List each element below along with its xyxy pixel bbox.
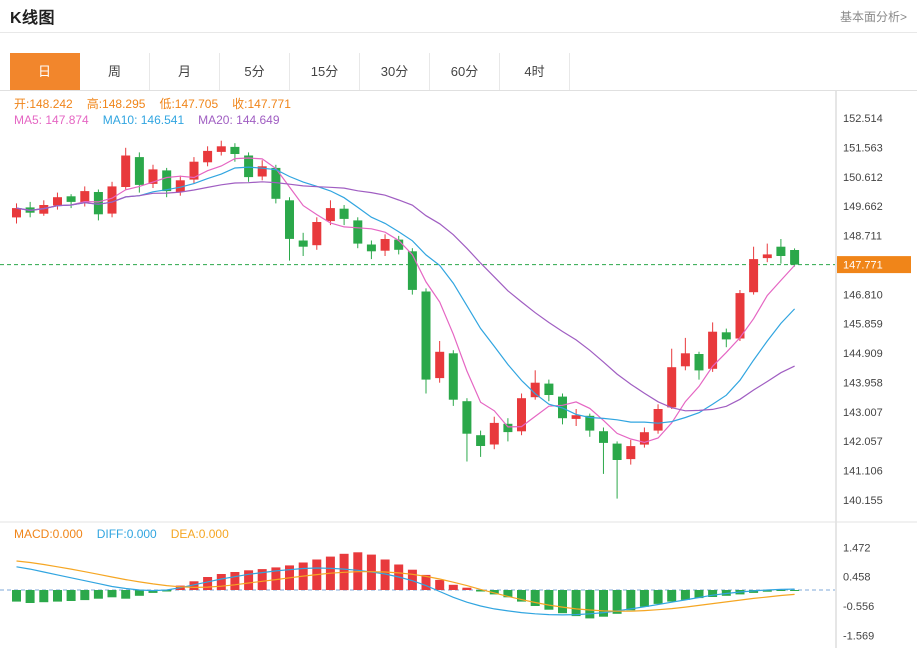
tab-month[interactable]: 月 — [150, 53, 220, 90]
svg-text:147.771: 147.771 — [843, 260, 883, 272]
tab-m5[interactable]: 5分 — [220, 53, 290, 90]
readout-item: DEA:0.000 — [170, 527, 229, 541]
readout-item: MACD:0.000 — [14, 527, 83, 541]
tab-m30[interactable]: 30分 — [360, 53, 430, 90]
svg-text:149.662: 149.662 — [843, 201, 883, 213]
ma10-line — [16, 166, 796, 424]
price-axis-labels: 152.514 151.563 150.612 149.662 148.711 146.8… — [843, 113, 883, 507]
fundamental-analysis-link[interactable]: 基本面分析> — [839, 9, 907, 24]
readout-item: DIFF:0.000 — [96, 527, 157, 541]
ma5-line — [16, 157, 796, 444]
svg-text:-1.569: -1.569 — [843, 631, 874, 643]
svg-text:148.711: 148.711 — [843, 231, 882, 243]
tab-m60[interactable]: 60分 — [430, 53, 500, 90]
svg-text:1.472: 1.472 — [843, 542, 871, 554]
header: K线图 基本面分析> — [0, 0, 917, 33]
svg-text:145.859: 145.859 — [843, 319, 883, 331]
tab-week[interactable]: 周 — [80, 53, 150, 90]
svg-text:143.007: 143.007 — [843, 407, 883, 419]
svg-text:152.514: 152.514 — [843, 113, 883, 125]
macd-axis-labels: 1.472 0.458 -0.556 -1.569 — [843, 542, 874, 642]
macd-histogram — [12, 552, 800, 619]
macd-readout: MACD:0.000 DIFF:0.000 DEA:0.000 — [14, 527, 243, 541]
tab-m15[interactable]: 15分 — [290, 53, 360, 90]
svg-text:140.155: 140.155 — [843, 495, 883, 507]
svg-text:143.958: 143.958 — [843, 378, 883, 390]
current-price-tag: 147.771 — [837, 256, 911, 274]
readout-item: 收:147.771 — [232, 97, 291, 111]
svg-text:146.810: 146.810 — [843, 289, 883, 301]
svg-text:142.057: 142.057 — [843, 436, 883, 448]
ma-readout: MA5: 147.874 MA10: 146.541 MA20: 144.649 — [14, 113, 294, 127]
readout-item: MA10: 146.541 — [102, 113, 185, 127]
readout-item: 高:148.295 — [86, 97, 146, 111]
svg-text:144.909: 144.909 — [843, 348, 883, 360]
page-title: K线图 — [10, 10, 56, 27]
dea-line — [16, 560, 795, 612]
tab-h4[interactable]: 4时 — [500, 53, 570, 90]
readout-item: 开:148.242 — [14, 97, 73, 111]
svg-text:-0.556: -0.556 — [843, 601, 874, 613]
readout-item: MA5: 147.874 — [14, 113, 89, 127]
readout-item: 低:147.705 — [159, 97, 219, 111]
ma20-line — [16, 181, 795, 412]
candles — [12, 140, 800, 499]
svg-text:150.612: 150.612 — [843, 172, 883, 184]
diff-line — [16, 566, 795, 616]
tab-day[interactable]: 日 — [10, 53, 80, 90]
period-tabs: 日周月 5分 15分 30分 60分 4时 — [0, 53, 917, 91]
readout-item: MA20: 144.649 — [198, 113, 280, 127]
ohlc-readout: 开:148.242 高:148.295 低:147.705 收:147.771 — [14, 95, 305, 112]
svg-text:141.106: 141.106 — [843, 466, 883, 478]
svg-text:0.458: 0.458 — [843, 572, 871, 584]
svg-text:151.563: 151.563 — [843, 142, 883, 154]
